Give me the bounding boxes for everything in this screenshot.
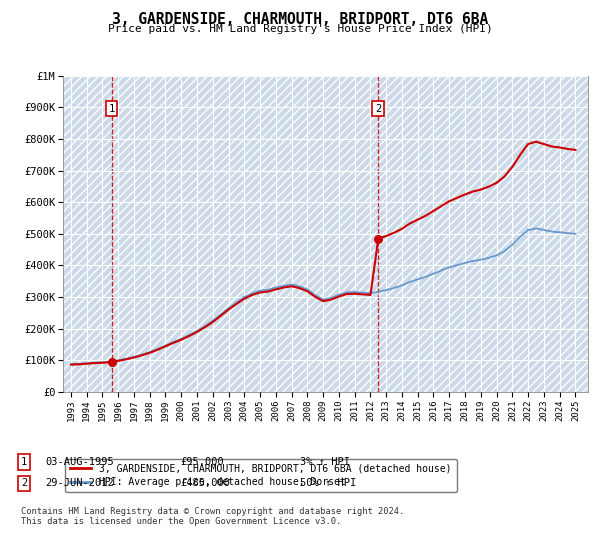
Text: 3, GARDENSIDE, CHARMOUTH, BRIDPORT, DT6 6BA: 3, GARDENSIDE, CHARMOUTH, BRIDPORT, DT6 … bbox=[112, 12, 488, 27]
Text: £485,000: £485,000 bbox=[180, 478, 230, 488]
Text: Contains HM Land Registry data © Crown copyright and database right 2024.
This d: Contains HM Land Registry data © Crown c… bbox=[21, 507, 404, 526]
Text: 1: 1 bbox=[109, 104, 115, 114]
Text: Price paid vs. HM Land Registry's House Price Index (HPI): Price paid vs. HM Land Registry's House … bbox=[107, 24, 493, 34]
Text: £95,000: £95,000 bbox=[180, 457, 224, 467]
Text: 50% ↑ HPI: 50% ↑ HPI bbox=[300, 478, 356, 488]
Text: 3% ↑ HPI: 3% ↑ HPI bbox=[300, 457, 350, 467]
Text: 2: 2 bbox=[375, 104, 381, 114]
Text: 29-JUN-2012: 29-JUN-2012 bbox=[45, 478, 114, 488]
Text: 1: 1 bbox=[21, 457, 27, 467]
Text: 2: 2 bbox=[21, 478, 27, 488]
Legend: 3, GARDENSIDE, CHARMOUTH, BRIDPORT, DT6 6BA (detached house), HPI: Average price: 3, GARDENSIDE, CHARMOUTH, BRIDPORT, DT6 … bbox=[65, 459, 457, 492]
Text: 03-AUG-1995: 03-AUG-1995 bbox=[45, 457, 114, 467]
